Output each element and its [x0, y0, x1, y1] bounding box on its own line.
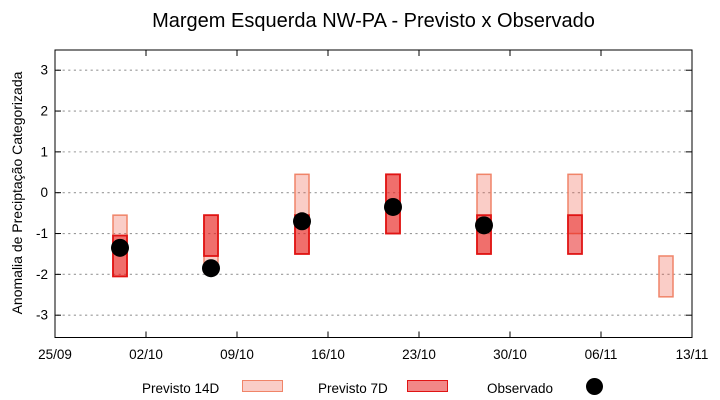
legend-swatch-previsto-14d-icon — [242, 380, 283, 392]
x-tick-label: 16/10 — [311, 347, 345, 362]
x-tick-label: 06/11 — [585, 347, 618, 362]
y-tick-label: 3 — [40, 63, 48, 78]
y-tick-label: 1 — [40, 144, 48, 159]
y-tick-label: -2 — [36, 267, 48, 282]
legend-swatch-previsto-7d-icon — [407, 380, 448, 392]
y-tick-label: 2 — [40, 104, 48, 119]
y-tick-label: -1 — [36, 226, 48, 241]
observed-dot — [293, 212, 311, 231]
observed-dot — [111, 238, 129, 257]
legend-label-observado: Observado — [487, 381, 554, 396]
legend-label-previsto-14d: Previsto 14D — [142, 381, 220, 396]
x-tick-label: 13/11 — [676, 347, 709, 362]
legend-observado-dot-icon — [586, 378, 603, 395]
observed-dot — [202, 259, 220, 278]
observed-dot — [475, 216, 493, 235]
forecast-7d-bar — [203, 214, 219, 257]
x-tick-label: 02/10 — [129, 347, 163, 362]
x-tick-label: 25/09 — [38, 347, 72, 362]
observed-dot — [384, 197, 402, 216]
x-tick-label: 23/10 — [402, 347, 436, 362]
forecast-7d-bar — [567, 214, 583, 255]
forecast-14d-bar — [658, 255, 674, 298]
x-tick-label: 30/10 — [493, 347, 527, 362]
legend-label-previsto-7d: Previsto 7D — [318, 381, 388, 396]
x-tick-label: 09/10 — [220, 347, 254, 362]
chart-title: Margem Esquerda NW-PA - Previsto x Obser… — [152, 10, 595, 32]
y-tick-label: -3 — [36, 308, 48, 323]
plot-border — [54, 49, 693, 338]
y-tick-label: 0 — [40, 185, 48, 200]
